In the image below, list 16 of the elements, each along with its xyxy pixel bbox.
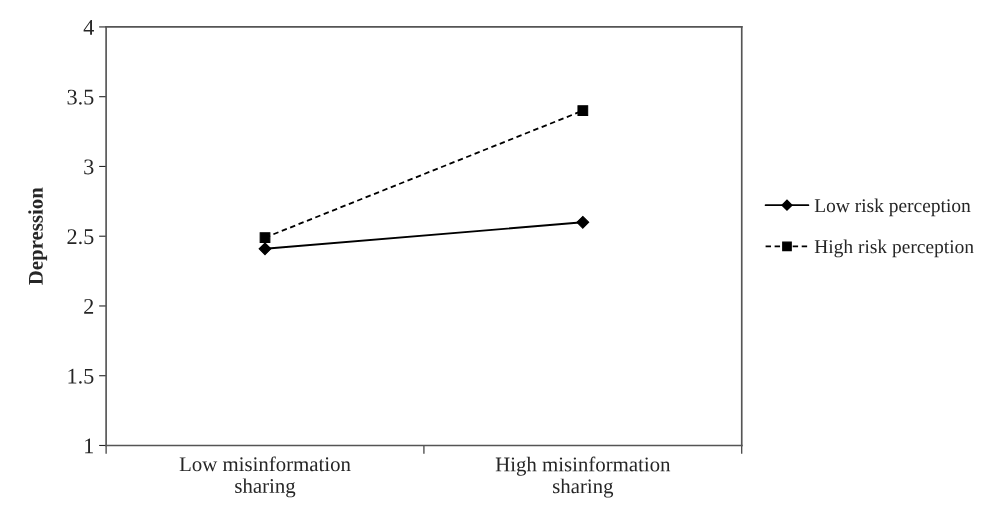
point — [576, 215, 590, 229]
point — [258, 242, 272, 256]
x-tick-label: High misinformation sharing — [495, 456, 671, 498]
y-tick-label: 3 — [84, 159, 94, 175]
y-tick-label: 2.5 — [67, 229, 94, 245]
legend-label: Low risk perception — [814, 198, 971, 217]
y-tick-label: 3.5 — [67, 89, 94, 105]
y-tick-label: 1 — [85, 438, 93, 454]
y-tick-label: 1.5 — [68, 368, 94, 384]
x-tick-label: Low misinformation sharing — [179, 456, 351, 498]
y-tick-label: 4 — [83, 20, 94, 35]
y-tick-label: 2 — [84, 298, 94, 314]
legend-label: High risk perception — [814, 239, 974, 258]
point — [259, 232, 271, 243]
y-axis-title: Depression — [28, 187, 48, 285]
point — [577, 105, 589, 117]
